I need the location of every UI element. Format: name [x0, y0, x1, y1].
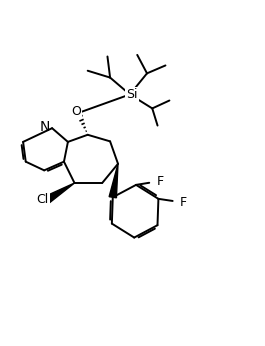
- Text: F: F: [157, 175, 164, 188]
- Text: O: O: [71, 105, 81, 118]
- Text: Si: Si: [126, 88, 138, 101]
- Text: Cl: Cl: [37, 193, 49, 206]
- Text: N: N: [39, 120, 50, 134]
- Polygon shape: [109, 164, 118, 198]
- Text: F: F: [180, 195, 187, 209]
- Polygon shape: [45, 183, 74, 203]
